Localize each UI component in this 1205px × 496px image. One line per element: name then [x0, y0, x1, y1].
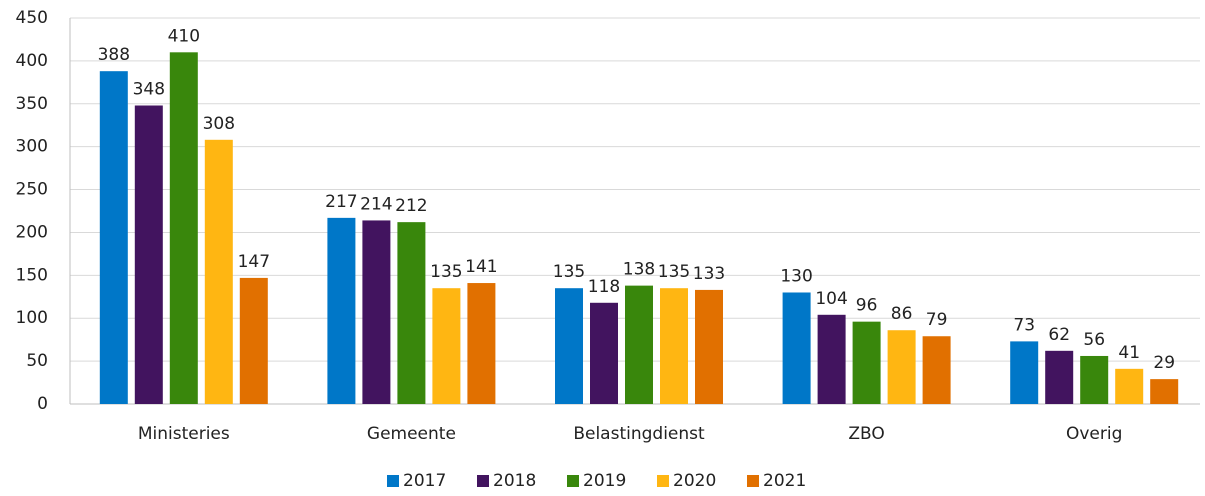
legend-swatch [657, 475, 669, 487]
bar [555, 288, 583, 404]
data-label: 104 [815, 289, 847, 309]
bar [467, 283, 496, 404]
bar [817, 314, 846, 404]
legend-swatch [477, 475, 489, 487]
bar [1115, 368, 1144, 404]
bar [204, 139, 233, 404]
data-label: 79 [926, 310, 948, 330]
bar [1150, 379, 1179, 404]
data-label: 41 [1118, 343, 1140, 363]
y-tick-label: 100 [16, 308, 48, 328]
y-tick-label: 200 [16, 222, 48, 242]
data-label: 348 [133, 79, 165, 99]
x-tick-label: Overig [1066, 424, 1122, 444]
data-label: 135 [658, 262, 690, 282]
x-tick-label: ZBO [848, 424, 884, 444]
bar [590, 302, 618, 404]
y-tick-label: 400 [16, 51, 48, 71]
bar [922, 336, 951, 404]
legend-label: 2017 [403, 471, 446, 491]
data-label: 410 [168, 26, 200, 46]
data-label: 214 [360, 194, 392, 214]
y-tick-label: 250 [16, 180, 48, 200]
data-label: 130 [780, 266, 812, 286]
legend-swatch [387, 475, 399, 487]
bar [625, 285, 653, 404]
bar [887, 330, 916, 404]
data-label: 141 [465, 257, 497, 277]
bar [397, 222, 426, 404]
data-label: 135 [430, 262, 462, 282]
data-label: 73 [1013, 315, 1035, 335]
y-tick-label: 150 [16, 265, 48, 285]
legend-swatch [747, 475, 759, 487]
legend-label: 2021 [763, 471, 806, 491]
data-label: 147 [238, 252, 270, 272]
data-label: 308 [203, 114, 235, 134]
bar [432, 288, 461, 404]
bar [660, 288, 688, 404]
bar [1080, 355, 1109, 404]
bar [327, 217, 356, 404]
bar [99, 71, 128, 404]
data-label: 133 [693, 264, 725, 284]
legend-label: 2019 [583, 471, 626, 491]
bar [1045, 350, 1074, 404]
data-label: 217 [325, 192, 357, 212]
data-label: 86 [891, 304, 913, 324]
y-tick-label: 0 [37, 394, 48, 414]
x-tick-label: Belastingdienst [573, 424, 705, 444]
bar [134, 105, 163, 404]
bar [362, 220, 391, 404]
y-tick-label: 300 [16, 137, 48, 157]
legend-swatch [567, 475, 579, 487]
legend-label: 2020 [673, 471, 716, 491]
data-label: 135 [553, 262, 585, 282]
y-tick-label: 350 [16, 94, 48, 114]
y-tick-label: 450 [16, 8, 48, 28]
x-tick-label: Ministeries [138, 424, 230, 444]
data-label: 96 [856, 296, 878, 316]
data-label: 388 [98, 45, 130, 65]
data-label: 62 [1048, 325, 1070, 345]
data-label: 138 [623, 260, 655, 280]
data-label: 29 [1153, 353, 1175, 373]
bar [1010, 341, 1039, 404]
legend-label: 2018 [493, 471, 536, 491]
bar [169, 52, 198, 405]
data-label: 56 [1083, 330, 1105, 350]
y-tick-label: 50 [26, 351, 48, 371]
x-tick-label: Gemeente [367, 424, 456, 444]
bar [782, 292, 811, 404]
bar [695, 289, 723, 404]
data-label: 212 [395, 196, 427, 216]
bar [852, 321, 881, 404]
data-label: 118 [588, 277, 620, 297]
bar [239, 277, 268, 404]
